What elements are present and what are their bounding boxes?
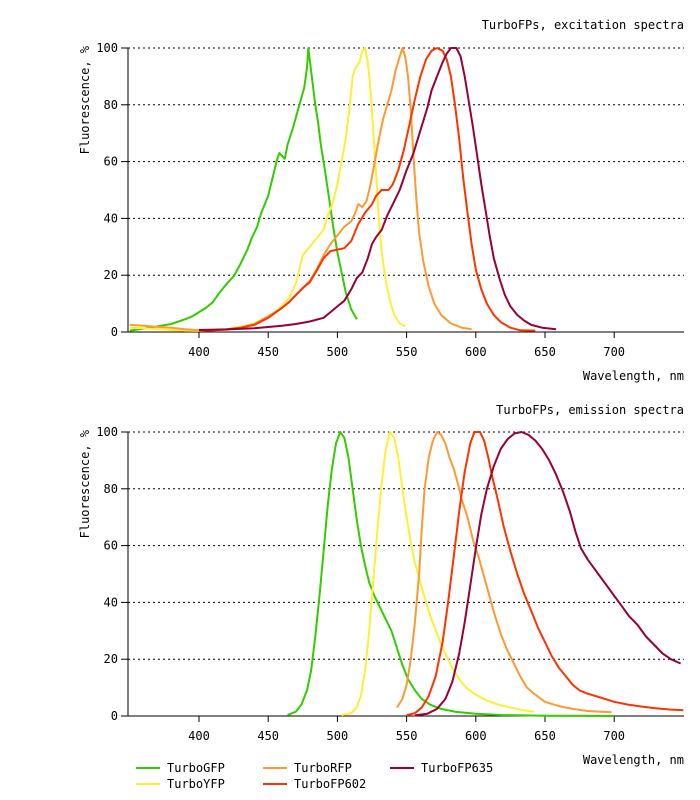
y-tick-label: 40 [104,595,118,609]
x-tick-label: 500 [327,729,349,743]
x-tick-label: 450 [257,729,279,743]
x-tick-label: 550 [396,729,418,743]
x-tick-label: 600 [465,729,487,743]
y-tick-label: 0 [111,325,118,339]
legend-label-turborfp: TurboRFP [294,761,352,775]
y-axis-label: Fluorescence, % [78,45,92,154]
excitation-chart: TurboFPs, excitation spectra 0 20 40 60 80 100… [78,18,684,383]
series-line-turboyfp [341,431,535,717]
series-line-turbofp602 [198,47,536,332]
series-line-turbofp635 [414,431,682,717]
x-tick-label: 450 [257,345,279,359]
y-tick-label: 100 [96,41,118,55]
x-tick-label: 650 [534,345,556,359]
y-tick-label: 60 [104,155,118,169]
x-tick-label: 550 [396,345,418,359]
series-line-turborfp [396,431,612,714]
chart-title: TurboFPs, excitation spectra [482,18,684,32]
y-tick-label: 20 [104,652,118,666]
x-axis-label: Wavelength, nm [583,753,684,767]
x-tick-label: 700 [603,729,625,743]
legend: TurboGFP TurboYFP TurboRFP TurboFP602 TurboF… [136,761,493,791]
x-tick-label: 650 [534,729,556,743]
x-tick-label: 400 [188,345,210,359]
emission-chart: TurboFPs, emission spectra 0 20 40 60 80 100 40… [78,403,684,767]
y-tick-label: 40 [104,211,118,225]
series-line-turbofp602 [406,431,684,717]
series-line-turbogfp [287,431,615,717]
x-axis-label: Wavelength, nm [583,369,684,383]
chart-title: TurboFPs, emission spectra [496,403,684,417]
legend-label-turbofp635: TurboFP635 [421,761,493,775]
y-tick-label: 0 [111,709,118,723]
series-line-turbofp635 [198,47,557,331]
y-tick-label: 100 [96,425,118,439]
y-tick-label: 80 [104,482,118,496]
x-tick-label: 600 [465,345,487,359]
y-tick-label: 20 [104,268,118,282]
series-line-turboyfp [129,47,406,332]
y-axis-label: Fluorescence, % [78,429,92,538]
y-tick-label: 60 [104,539,118,553]
y-tick-label: 80 [104,98,118,112]
x-tick-label: 700 [603,345,625,359]
legend-label-turboyfp: TurboYFP [167,777,225,791]
legend-label-turbogfp: TurboGFP [167,761,225,775]
series-line-turborfp [129,47,472,332]
series-line-turbogfp [129,47,358,332]
x-tick-label: 400 [188,729,210,743]
legend-label-turbofp602: TurboFP602 [294,777,366,791]
x-tick-label: 500 [327,345,349,359]
